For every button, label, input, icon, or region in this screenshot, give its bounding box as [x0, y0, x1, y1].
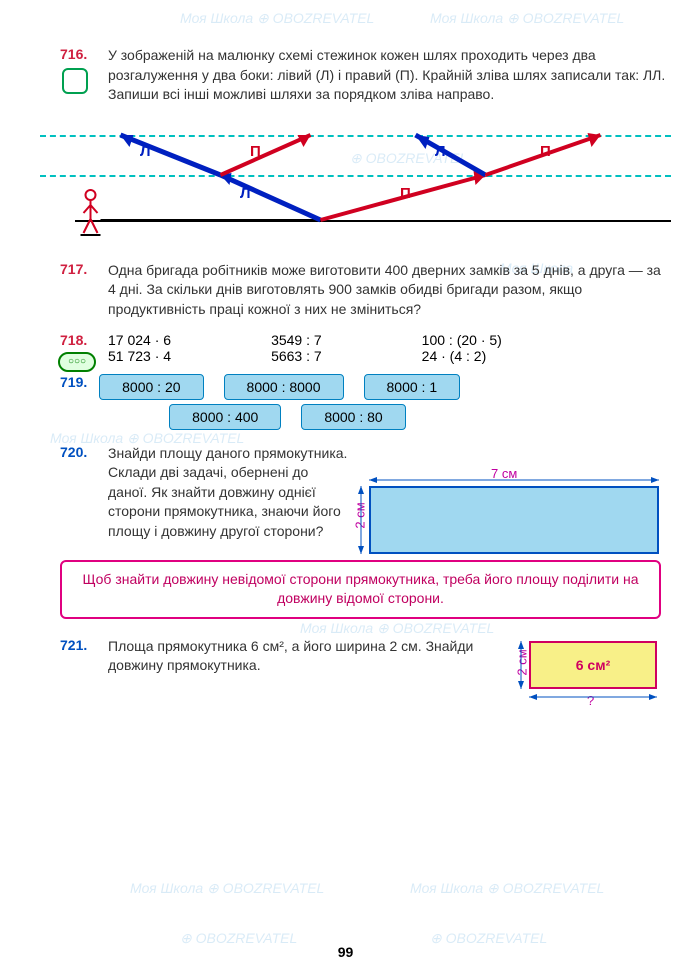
- watermark: Моя Школа ⊕ OBOZREVATEL: [130, 880, 324, 897]
- task-number: 721.: [60, 637, 87, 653]
- task-number: 719.: [60, 374, 87, 390]
- expr: 3549 : 7: [271, 332, 322, 348]
- task-number: 720.: [60, 444, 87, 460]
- expr-box: 8000 : 400: [169, 404, 281, 430]
- diagram-716: Л П Л П Л П: [40, 115, 671, 245]
- math-row: 51 723 · 4 5663 : 7 24 · (4 : 2): [108, 348, 671, 364]
- label-L: Л: [140, 143, 151, 160]
- task-number: 716.: [60, 46, 87, 62]
- task-number: 717.: [60, 261, 87, 277]
- expr-box: 8000 : 1: [364, 374, 461, 400]
- expr-box: 8000 : 8000: [224, 374, 344, 400]
- expr: 51 723 · 4: [108, 348, 171, 364]
- label-L: Л: [435, 143, 446, 160]
- task-text: Площа прямокутника 6 см², а його ширина …: [108, 637, 488, 676]
- area-label: 6 см²: [576, 657, 610, 673]
- task-number: 718.: [60, 332, 87, 348]
- task-text: Знайди площу даного прямокутника. Склади…: [108, 444, 348, 542]
- task-721: 721. Площа прямокутника 6 см², а його ши…: [0, 631, 691, 682]
- calc-icon: ○○○: [58, 352, 96, 372]
- hint-icon: [62, 68, 88, 94]
- label-P: П: [250, 143, 261, 160]
- page-number: 99: [0, 944, 691, 960]
- expr: 100 : (20 · 5): [422, 332, 502, 348]
- rectangle-720: 7 см 2 см: [351, 468, 661, 556]
- task-716: 716. У зображеній на малюнку схемі стежи…: [0, 40, 691, 111]
- path-svg: [40, 115, 671, 245]
- expr: 17 024 · 6: [108, 332, 171, 348]
- math-row: 17 024 · 6 3549 : 7 100 : (20 · 5): [108, 332, 671, 348]
- rectangle-721: 2 см ? 6 см²: [511, 631, 661, 706]
- task-text: Одна бригада робітників може виготовити …: [108, 261, 671, 320]
- rect-fill: 6 см²: [529, 641, 657, 689]
- task-720: 720. Знайди площу даного прямокутника. С…: [0, 438, 691, 548]
- task-719: 719. 8000 : 20 8000 : 8000 8000 : 1 8000…: [60, 374, 671, 434]
- rect-fill: [369, 486, 659, 554]
- watermark: Моя Школа ⊕ OBOZREVATEL: [410, 880, 604, 897]
- task-717: 717. Одна бригада робітників може вигото…: [0, 255, 691, 326]
- label-P: П: [540, 143, 551, 160]
- expr-box: 8000 : 20: [99, 374, 203, 400]
- rule-box: Щоб знайти довжину невідомої сторони пря…: [60, 560, 661, 619]
- task-718: 718. ○○○ 17 024 · 6 3549 : 7 100 : (20 ·…: [0, 326, 691, 370]
- expr-box: 8000 : 80: [301, 404, 405, 430]
- label-P: П: [400, 185, 411, 202]
- expr: 5663 : 7: [271, 348, 322, 364]
- task-text: У зображеній на малюнку схемі стежинок к…: [108, 46, 671, 105]
- expr: 24 · (4 : 2): [422, 348, 487, 364]
- label-L: Л: [240, 185, 251, 202]
